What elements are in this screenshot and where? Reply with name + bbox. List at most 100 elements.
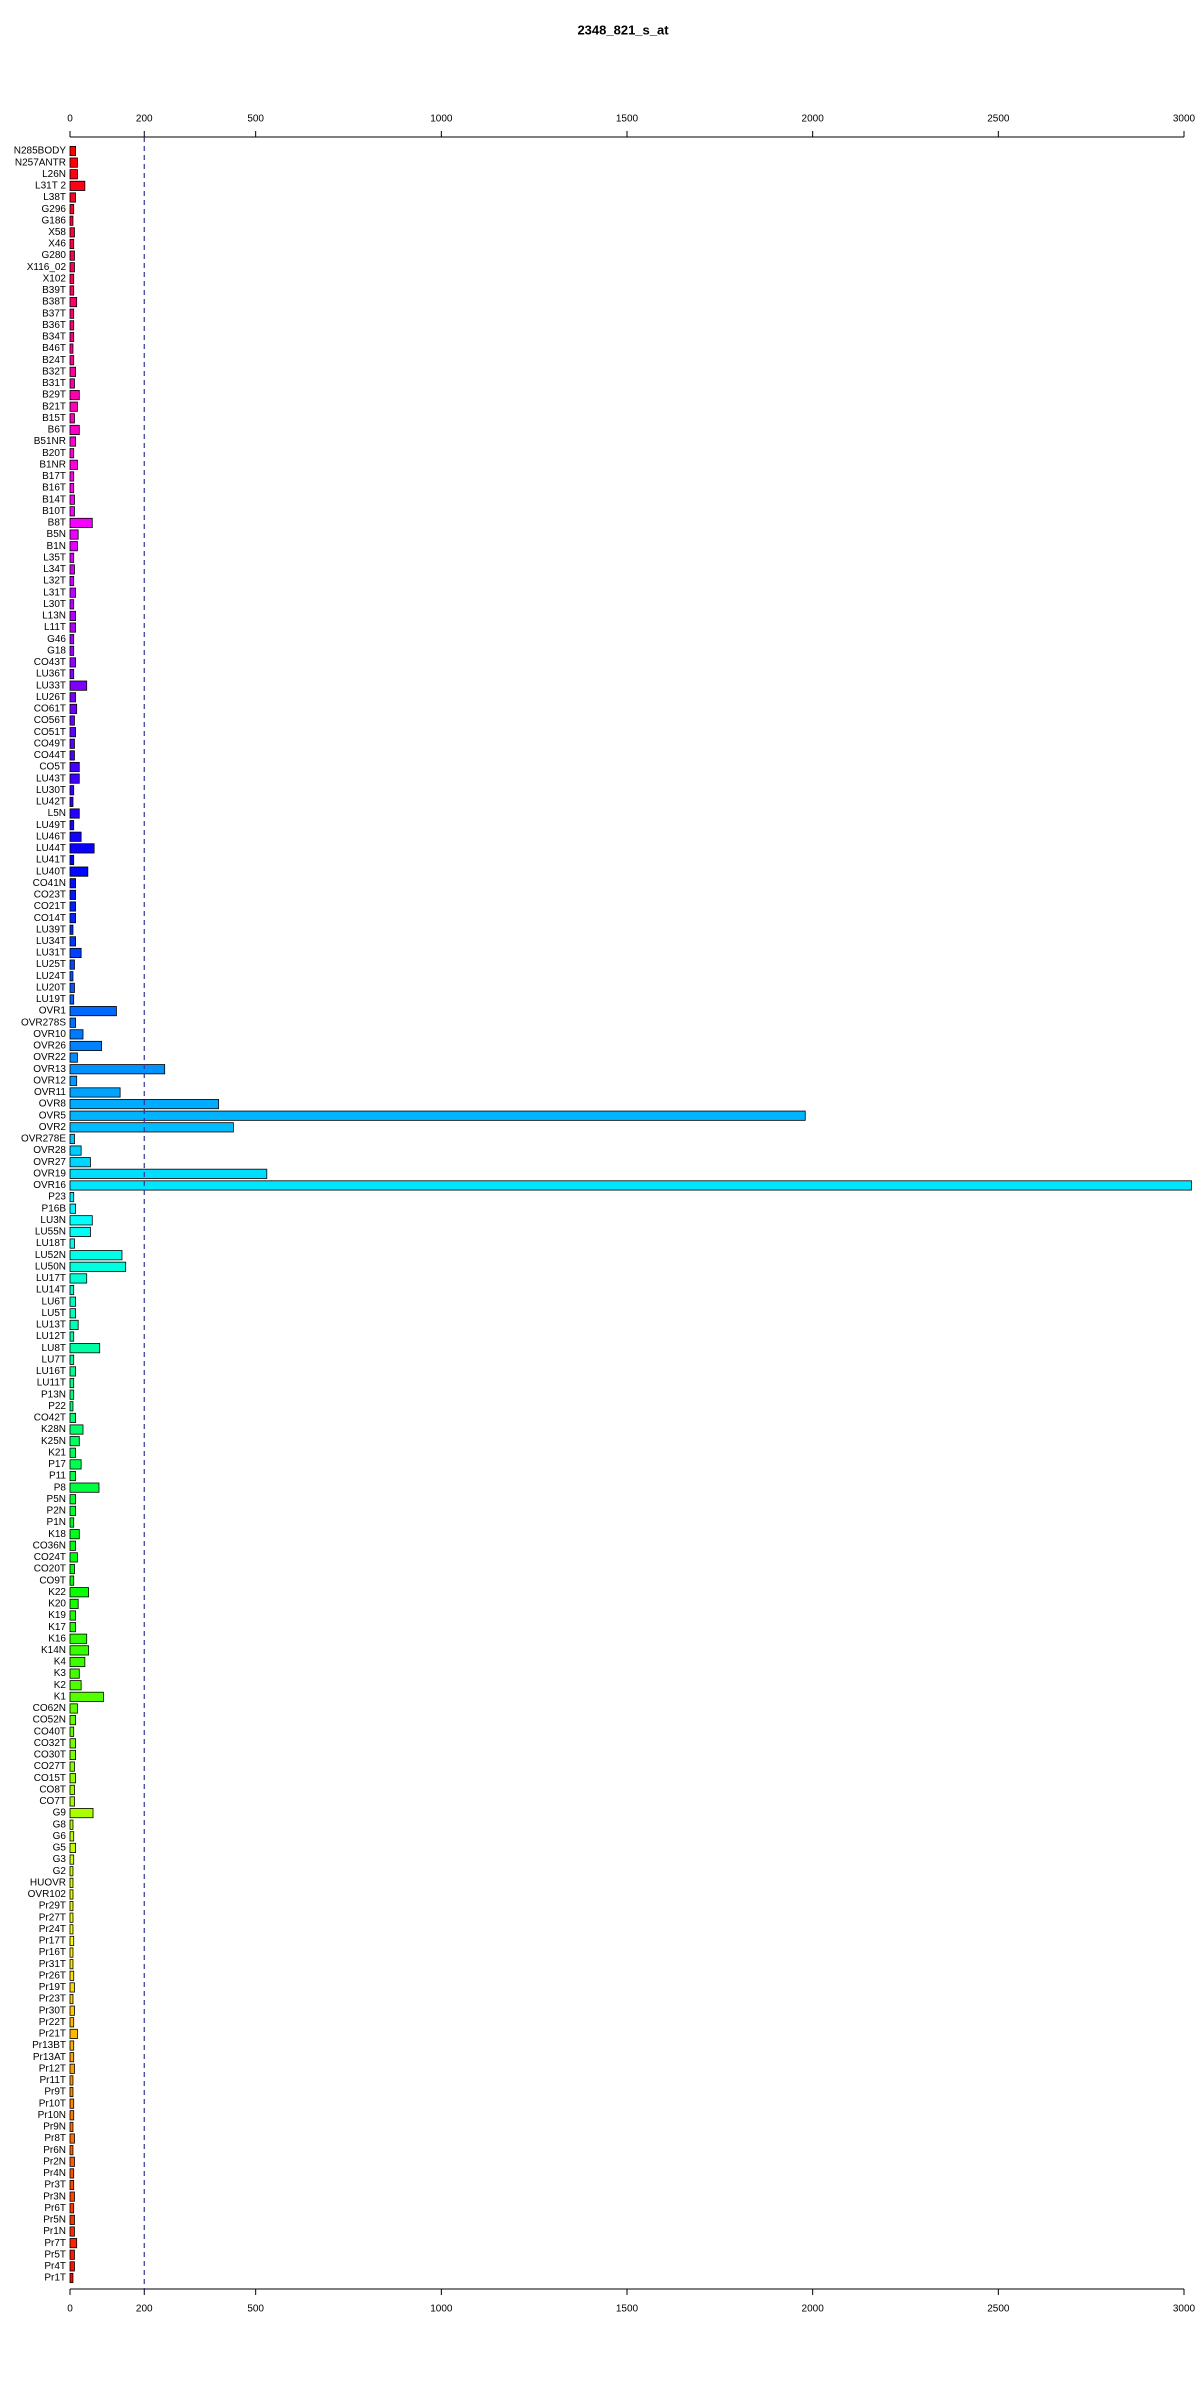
y-tick-label: G6 xyxy=(53,1831,67,1842)
bar xyxy=(69,634,75,645)
y-tick-label: K14N xyxy=(41,1645,66,1656)
y-tick-label: Pr7T xyxy=(44,2238,66,2249)
y-tick-label: LU11T xyxy=(37,1378,66,1389)
y-tick-label: K21 xyxy=(48,1447,66,1458)
y-tick-label: B17T xyxy=(42,471,66,482)
y-tick-label: CO41N xyxy=(33,878,66,889)
bar xyxy=(69,343,74,354)
bar xyxy=(69,1250,123,1261)
bar xyxy=(69,657,76,668)
bar xyxy=(69,2098,75,2109)
bar xyxy=(69,1529,80,1540)
y-tick-label: LU49T xyxy=(36,820,66,831)
y-tick-label: Pr8T xyxy=(44,2133,66,2144)
y-tick-label: P22 xyxy=(48,1401,66,1412)
y-tick-label: OVR5 xyxy=(39,1110,67,1121)
y-tick-label: K3 xyxy=(54,1668,67,1679)
y-tick-label: CO8T xyxy=(39,1784,66,1795)
bar xyxy=(69,1110,806,1121)
bar xyxy=(69,1680,82,1691)
y-tick-label: K18 xyxy=(48,1529,66,1540)
y-tick-label: B16T xyxy=(42,483,66,494)
y-tick-label: OVR11 xyxy=(34,1087,66,1098)
y-tick-label: N257ANTR xyxy=(15,157,66,168)
y-tick-label: Pr23T xyxy=(39,1994,66,2005)
y-tick-label: G46 xyxy=(47,634,66,645)
y-tick-label: LU26T xyxy=(36,692,66,703)
y-tick-label: LU18T xyxy=(36,1238,66,1249)
bar xyxy=(69,2145,74,2156)
y-tick-label: G8 xyxy=(53,1819,67,1830)
bar xyxy=(69,2203,75,2214)
bar xyxy=(69,1285,75,1296)
y-tick-label: Pr17T xyxy=(39,1936,66,1947)
y-tick-label: LU44T xyxy=(36,843,66,854)
y-tick-label: B1N xyxy=(47,541,66,552)
bar xyxy=(69,773,80,784)
bar xyxy=(69,692,76,703)
x-tick-label: 1500 xyxy=(616,114,639,125)
y-tick-label: Pr31T xyxy=(39,1959,66,1970)
y-tick-label: LU24T xyxy=(36,971,66,982)
bar xyxy=(69,1854,75,1865)
x-tick-label: 500 xyxy=(247,2304,264,2315)
y-tick-label: Pr1T xyxy=(44,2273,66,2284)
y-tick-label: LU34T xyxy=(36,936,66,947)
bar xyxy=(69,273,75,284)
bar xyxy=(69,866,89,877)
bar xyxy=(69,471,75,482)
bar xyxy=(69,1924,74,1935)
y-tick-label: LU43T xyxy=(36,773,66,784)
y-tick-label: LU41T xyxy=(36,855,66,866)
x-tick-label: 3000 xyxy=(1173,2304,1196,2315)
bar xyxy=(69,1029,84,1040)
bar xyxy=(69,587,76,598)
bar xyxy=(69,413,75,424)
bar xyxy=(69,1180,1192,1191)
y-tick-label: Pr5N xyxy=(43,2215,66,2226)
bar xyxy=(69,1761,75,1772)
y-tick-label: OVR278S xyxy=(21,1017,66,1028)
y-tick-label: P11 xyxy=(49,1471,66,1482)
y-tick-label: K19 xyxy=(48,1610,66,1621)
y-tick-label: Pr22T xyxy=(39,2017,66,2028)
x-tick-label: 2000 xyxy=(802,114,825,125)
bar xyxy=(69,1505,76,1516)
y-tick-label: P13N xyxy=(41,1389,66,1400)
y-tick-label: OVR16 xyxy=(33,1180,66,1191)
bar xyxy=(69,1075,78,1086)
y-tick-label: LU7T xyxy=(42,1354,66,1365)
bar xyxy=(69,517,93,528)
bar xyxy=(69,2156,75,2167)
bar xyxy=(69,1668,80,1679)
bar xyxy=(69,157,78,168)
bar xyxy=(69,2017,75,2028)
y-tick-label: OVR22 xyxy=(33,1052,66,1063)
y-tick-label: LU16T xyxy=(36,1366,66,1377)
bar xyxy=(69,145,76,157)
bar xyxy=(69,297,78,308)
y-tick-label: CO7T xyxy=(39,1796,66,1807)
bar xyxy=(69,227,75,238)
y-tick-label: K16 xyxy=(48,1633,66,1644)
y-tick-label: LU39T xyxy=(36,924,66,935)
y-tick-label: HUOVR xyxy=(30,1877,66,1888)
y-tick-label: LU5T xyxy=(42,1308,66,1319)
y-tick-label: Pr9T xyxy=(44,2087,66,2098)
bar xyxy=(69,1889,74,1900)
bar xyxy=(69,680,88,691)
y-tick-label: L11T xyxy=(44,622,66,633)
y-tick-label: Pr30T xyxy=(39,2005,66,2016)
x-tick-label: 2500 xyxy=(987,2304,1010,2315)
y-tick-label: CO9T xyxy=(39,1575,66,1586)
x-tick-label: 1000 xyxy=(430,114,453,125)
bar xyxy=(69,1622,76,1633)
bar xyxy=(69,355,75,366)
y-tick-label: CO56T xyxy=(34,715,66,726)
bar xyxy=(69,1738,76,1749)
y-tick-label: B38T xyxy=(42,297,66,308)
bar xyxy=(69,1633,88,1644)
y-tick-label: B31T xyxy=(42,378,66,389)
y-tick-label: LU17T xyxy=(36,1273,66,1284)
y-tick-label: OVR28 xyxy=(33,1145,66,1156)
